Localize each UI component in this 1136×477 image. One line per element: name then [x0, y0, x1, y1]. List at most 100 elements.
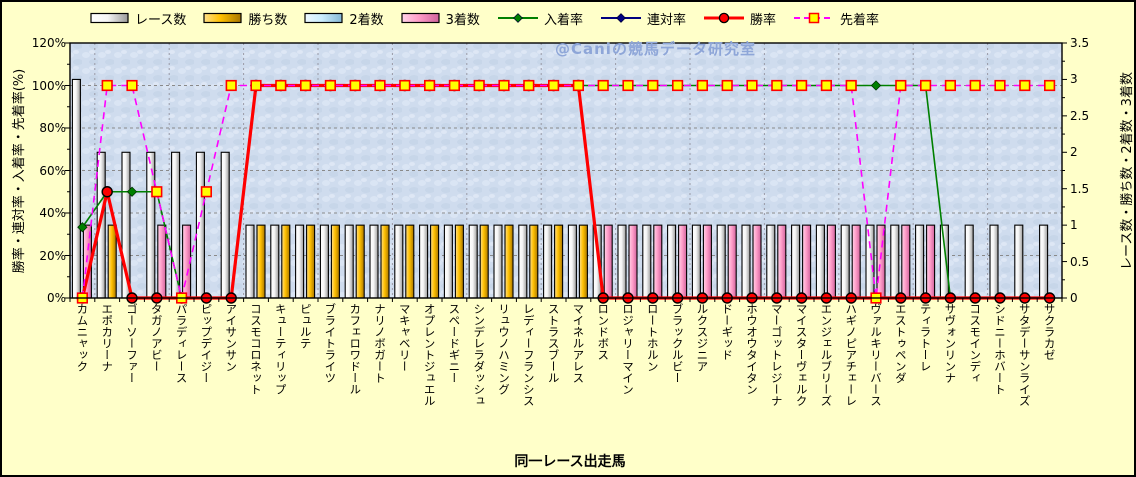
- left-axis-tick: 20%: [39, 248, 66, 263]
- bar-勝ち数: [380, 224, 390, 299]
- x-axis-label: コスモコロネット: [249, 303, 263, 395]
- legend-label: 2着数: [349, 12, 384, 28]
- bar-3着数: [653, 224, 663, 299]
- bar-レース数: [865, 224, 875, 299]
- x-axis-label: ゴーソーファー: [125, 303, 139, 384]
- legend-label: 勝率: [749, 12, 776, 28]
- bar-レース数: [840, 224, 850, 299]
- x-axis-label: エストゥペンダ: [893, 303, 908, 384]
- bar-3着数: [157, 224, 167, 299]
- bar-3着数: [603, 224, 613, 299]
- x-axis-label: タガノアビー: [149, 303, 164, 372]
- left-axis-tick: 0%: [46, 291, 66, 305]
- legend-label: 勝ち数: [248, 12, 288, 28]
- bar-レース数: [71, 78, 81, 299]
- bar-3着数: [727, 224, 737, 299]
- legend-bar-swatch: [90, 12, 129, 24]
- bar-勝ち数: [355, 224, 365, 299]
- bar-3着数: [752, 224, 762, 299]
- legend-line-swatch: [600, 13, 641, 23]
- bar-3着数: [678, 224, 688, 299]
- chart-legend: レース数 勝ち数 2着数 3着数 入着率 連対率 勝率: [90, 7, 879, 29]
- x-axis-label: ハギノピアチェーレ: [844, 303, 859, 407]
- legend-item-連対率: 連対率: [600, 9, 686, 28]
- bar-勝ち数: [504, 224, 514, 299]
- axis-ticks: [65, 42, 1067, 302]
- x-axis-label: マイネルアレス: [571, 303, 586, 384]
- bar-レース数: [195, 151, 205, 299]
- legend-bar-swatch: [203, 12, 242, 24]
- x-axis-label: ブラックルビー: [670, 303, 685, 384]
- bar-3着数: [926, 224, 936, 299]
- x-axis-label: ティラトーレ: [918, 303, 933, 372]
- bar-レース数: [171, 151, 181, 299]
- watermark-text: @Caniの競馬データ研究室: [555, 40, 756, 58]
- bar-レース数: [468, 224, 478, 299]
- bar-レース数: [939, 224, 949, 299]
- bar-3着数: [851, 224, 861, 299]
- x-axis-label: ヴァルキリーバース: [869, 303, 883, 407]
- bar-レース数: [667, 224, 677, 299]
- legend-item-勝ち数: 勝ち数: [203, 9, 287, 28]
- bar-レース数: [989, 224, 999, 299]
- bar-レース数: [1039, 224, 1049, 299]
- x-axis-label: ロンドボス: [596, 303, 611, 361]
- x-axis-label: マキャベリー: [397, 303, 412, 372]
- left-axis-tick: 80%: [39, 121, 66, 135]
- x-axis-label: ホウオウタイタン: [745, 303, 759, 395]
- bar-勝ち数: [554, 224, 564, 299]
- bar-レース数: [369, 224, 379, 299]
- bar-レース数: [741, 224, 751, 299]
- x-axis-label: ロジャリーマイン: [621, 303, 635, 395]
- bar-レース数: [245, 224, 255, 299]
- bar-レース数: [146, 151, 156, 299]
- x-axis-label: サヴォンリンナ: [943, 303, 958, 384]
- bar-勝ち数: [529, 224, 539, 299]
- x-axis-label: ルクスジニア: [695, 303, 710, 372]
- bar-レース数: [890, 224, 900, 299]
- bar-勝ち数: [430, 224, 440, 299]
- bar-3着数: [802, 224, 812, 299]
- bar-勝ち数: [330, 224, 340, 299]
- x-axis-label: エポカリーナ: [100, 303, 115, 372]
- bar-勝ち数: [256, 224, 266, 299]
- bar-レース数: [716, 224, 726, 299]
- legend-item-3着数: 3着数: [401, 9, 480, 28]
- left-axis-tick: 120%: [31, 36, 66, 50]
- x-axis-label: カフェロワドール: [348, 303, 363, 395]
- legend-item-先着率: 先着率: [793, 9, 879, 28]
- x-axis-label: エンジェルブリーズ: [819, 303, 834, 407]
- x-axis-label: ストラスブール: [546, 303, 561, 384]
- bar-レース数: [815, 224, 825, 299]
- legend-bar-swatch: [304, 12, 343, 24]
- x-axis-title: 同一レース出走馬: [514, 454, 626, 470]
- bar-レース数: [617, 224, 627, 299]
- x-axis-label: スペードギニー: [447, 303, 462, 384]
- x-axis-label: ナリノボガート: [373, 303, 387, 384]
- bar-レース数: [915, 224, 925, 299]
- legend-item-勝率: 勝率: [703, 9, 776, 28]
- bar-勝ち数: [479, 224, 489, 299]
- right-axis-tick: 1.5: [1070, 181, 1090, 196]
- bar-3着数: [901, 224, 911, 299]
- x-axis-label: ピュルテ: [298, 303, 313, 349]
- x-axis-label: レディーフランシス: [521, 303, 536, 407]
- right-axis-tick: 1: [1070, 218, 1078, 233]
- x-axis-label: マーゴットレジーナ: [769, 303, 784, 407]
- bar-レース数: [419, 224, 429, 299]
- legend-item-レース数: レース数: [90, 9, 186, 28]
- x-axis-label: ブライトライツ: [323, 303, 338, 384]
- bar-勝ち数: [281, 224, 291, 299]
- legend-line-swatch: [703, 12, 744, 24]
- x-axis-label: オプレントジュエル: [422, 303, 437, 407]
- legend-line-swatch: [497, 13, 538, 23]
- bar-勝ち数: [454, 224, 464, 299]
- right-axis-tick: 0: [1070, 291, 1078, 305]
- bar-レース数: [493, 224, 503, 299]
- legend-item-入着率: 入着率: [497, 9, 583, 28]
- bar-3着数: [826, 224, 836, 299]
- right-axis-title: レース数・勝ち数・2着数・3着数: [1120, 72, 1135, 270]
- legend-bar-swatch: [401, 12, 440, 24]
